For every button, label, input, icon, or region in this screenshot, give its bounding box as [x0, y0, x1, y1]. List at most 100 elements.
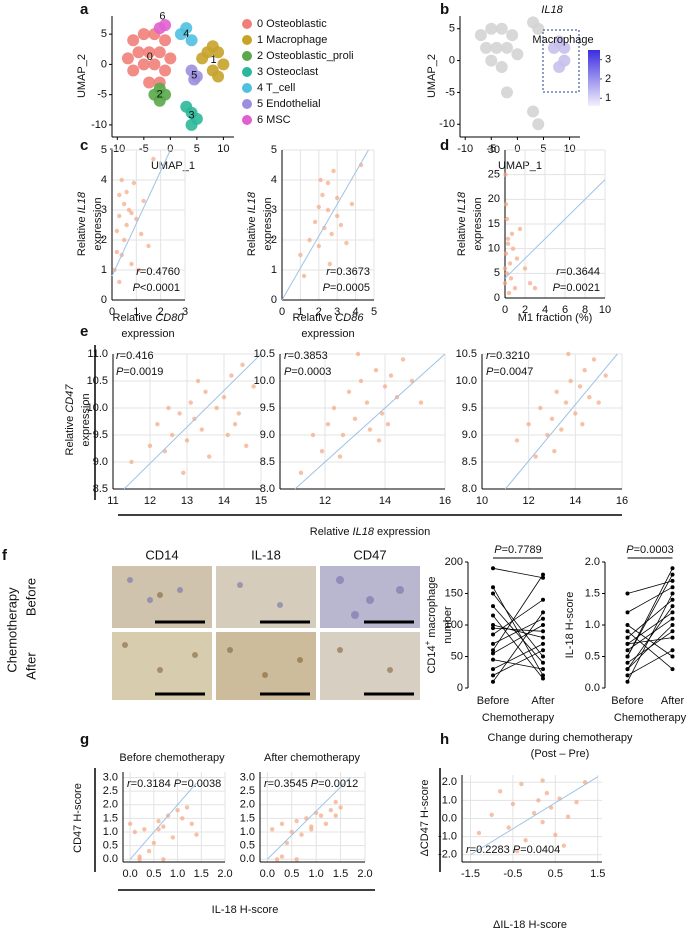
- pair-line: [492, 643, 544, 670]
- x-tick-label: 12: [319, 495, 331, 507]
- x-tick-label: After: [531, 695, 555, 707]
- point: [566, 351, 571, 357]
- stats-label: P=0.0003: [626, 544, 673, 556]
- point: [142, 827, 147, 832]
- point: [170, 432, 175, 438]
- point: [522, 266, 528, 271]
- y-tick-label: 50: [451, 650, 463, 662]
- trend-line: [123, 353, 262, 490]
- point: [194, 832, 199, 837]
- colorbar-label: 3: [605, 54, 611, 66]
- stats-label: r=0.3644: [556, 266, 600, 278]
- y-axis-label-part: UMAP_2: [426, 54, 438, 98]
- y-tick-label: 2.0: [240, 799, 255, 811]
- point: [129, 210, 134, 216]
- x-tick-label: 10: [217, 143, 229, 155]
- point: [510, 801, 516, 807]
- point: [596, 400, 601, 405]
- y-axis-label-part: expression: [262, 197, 274, 250]
- point: [323, 821, 329, 827]
- stats-label: P=0.0021: [553, 282, 600, 294]
- point: [625, 635, 630, 640]
- y-tick-label: 2.0: [585, 556, 600, 568]
- point: [500, 41, 513, 54]
- panel-label: f: [2, 547, 8, 564]
- x-tick-label: 2.0: [357, 868, 372, 880]
- ihc-image: [112, 632, 212, 700]
- point: [346, 389, 352, 394]
- legend-label: 0 Osteoblastic: [257, 18, 327, 30]
- x-axis-label: ΔIL-18 H-score: [493, 919, 567, 931]
- x-axis-label-part: expression: [301, 328, 354, 340]
- stats-label-part: r: [556, 266, 561, 278]
- point: [298, 252, 303, 258]
- pair-line: [627, 630, 673, 670]
- x-tick-label: 0: [109, 306, 115, 318]
- x-axis-label: M1 fraction (%): [518, 312, 593, 324]
- y-tick-label: 1.5: [585, 587, 600, 599]
- trend-line: [294, 353, 446, 490]
- point: [491, 667, 495, 672]
- point: [485, 22, 498, 35]
- y-tick-label: 1.0: [103, 826, 118, 838]
- y-tick-label: 30: [488, 144, 500, 156]
- point: [591, 357, 597, 362]
- ihc-images: CD14 IL-18 CD47 Before After Chemotherap…: [4, 547, 420, 700]
- legend-swatch: [242, 51, 252, 61]
- y-tick-label: 0.0: [442, 812, 457, 824]
- y-axis-label-part: IL18: [76, 191, 88, 213]
- trend-line: [504, 179, 606, 279]
- stats-label-part: =0.3644: [560, 266, 600, 278]
- point: [117, 192, 122, 198]
- image-row-label: After: [23, 652, 38, 680]
- point: [126, 207, 132, 213]
- panel-label: d: [440, 137, 449, 154]
- x-tick-label: -1.5: [461, 868, 480, 880]
- point: [327, 261, 333, 267]
- point: [325, 180, 331, 186]
- point: [540, 819, 545, 825]
- point: [328, 807, 334, 813]
- point: [189, 821, 194, 827]
- pair-line: [492, 659, 544, 670]
- point: [170, 835, 176, 840]
- y-axis-label-part: Relative: [246, 213, 258, 256]
- stats-label-part: r: [136, 266, 141, 278]
- point: [388, 373, 394, 378]
- point: [533, 454, 538, 459]
- point: [509, 231, 515, 237]
- point: [217, 58, 230, 71]
- annotation: Macrophage: [532, 34, 593, 46]
- stats-label-part: =0.0003: [634, 544, 674, 556]
- point: [358, 378, 364, 384]
- point: [514, 848, 520, 854]
- point: [670, 616, 675, 621]
- point: [143, 46, 156, 59]
- stats-label-part: =0.0021: [560, 282, 600, 294]
- y-axis-label-part: CD14: [426, 645, 438, 673]
- point: [129, 459, 134, 465]
- point: [316, 243, 321, 249]
- legend-swatch: [242, 115, 252, 125]
- point: [552, 449, 557, 454]
- y-tick-label: 9.5: [93, 429, 108, 441]
- point: [491, 632, 495, 637]
- point: [491, 591, 495, 596]
- stats-label-part: P: [284, 366, 292, 378]
- y-axis-label: expression: [472, 197, 484, 250]
- trend-line: [504, 353, 618, 490]
- x-tick-label: 10: [476, 495, 488, 507]
- image-column-label: CD47: [353, 547, 386, 562]
- point: [491, 679, 495, 684]
- point: [117, 213, 122, 219]
- pair-line: [627, 618, 673, 651]
- point: [495, 22, 508, 35]
- y-tick-label: 8.5: [462, 456, 477, 468]
- y-tick-label: -5: [445, 86, 455, 98]
- y-tick-label: -10: [439, 118, 455, 130]
- x-tick-label: 14: [218, 495, 230, 507]
- point: [491, 626, 495, 631]
- y-tick-label: 0.5: [585, 650, 600, 662]
- legend-label: 5 Endothelial: [257, 98, 321, 110]
- y-axis-label: CD14+ macrophage: [423, 576, 438, 673]
